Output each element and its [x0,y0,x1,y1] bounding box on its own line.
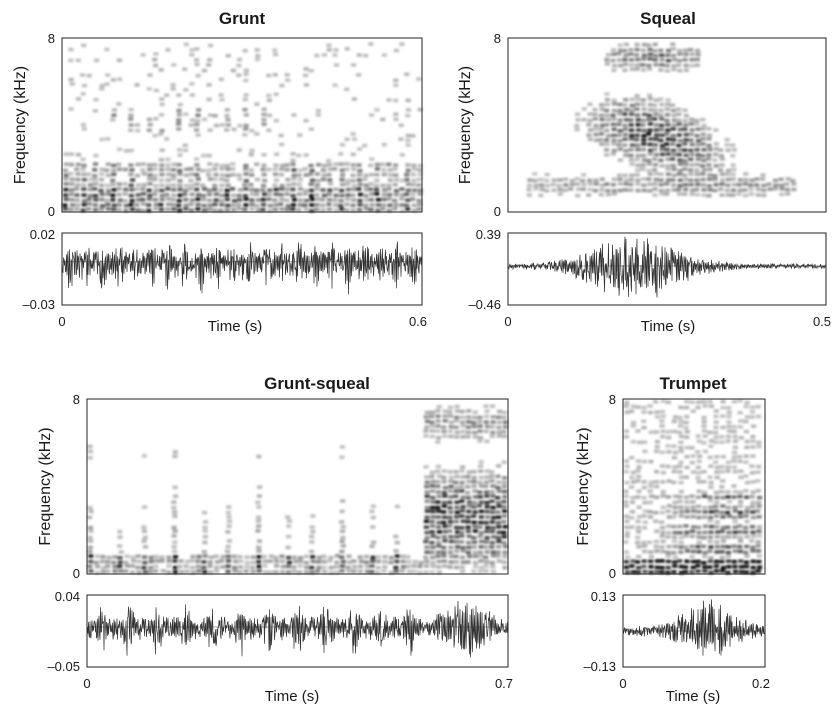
y-axis-label: Frequency (kHz) [457,66,474,184]
x-tick-start: 0 [619,676,626,691]
waveform-ytick-top: 0.02 [30,227,55,242]
spectrogram-ytick-bottom: 0 [494,204,501,219]
panel-title: Squeal [640,9,696,28]
y-axis-label: Frequency (kHz) [575,427,592,545]
spectrogram-ytick-top: 8 [73,392,80,407]
waveform-ytick-bottom: –0.03 [22,297,55,312]
x-tick-end: 0.7 [495,676,513,691]
spectrogram-ytick-top: 8 [494,31,501,46]
waveform-trace [622,599,765,656]
waveform-trace [86,600,508,658]
spectrogram-ytick-top: 8 [609,392,616,407]
waveform-ytick-bottom: –0.46 [468,297,501,312]
spectrogram-texture [87,404,509,575]
x-axis-label: Time (s) [208,318,262,335]
waveform-trace [61,241,422,295]
spectrogram-frame [61,37,423,213]
waveform-ytick-bottom: –0.13 [583,659,616,674]
panel-title: Trumpet [659,374,726,393]
waveform-ytick-top: 0.04 [55,589,80,604]
spectrogram-texture [623,399,763,575]
x-axis-label: Time (s) [641,318,695,335]
x-tick-end: 0.2 [752,676,770,691]
spectrogram-texture [526,42,797,198]
panel-title: Grunt-squeal [264,374,370,393]
x-tick-end: 0.5 [813,314,831,329]
x-tick-start: 0 [58,314,65,329]
spectrogram-ytick-bottom: 0 [73,566,80,581]
spectrogram-frame [622,398,766,575]
waveform-trace [507,236,826,298]
spectrogram-texture [62,42,423,213]
spectrogram-frame [507,37,827,213]
waveform-ytick-top: 0.13 [591,589,616,604]
spectrogram-ytick-bottom: 0 [609,566,616,581]
waveform-ytick-top: 0.39 [476,227,501,242]
spectrogram-frame [86,398,509,575]
panel-title: Grunt [219,9,266,28]
y-axis-label: Frequency (kHz) [12,66,29,184]
spectrogram-ytick-top: 8 [48,31,55,46]
x-tick-end: 0.6 [409,314,427,329]
x-axis-label: Time (s) [666,688,720,705]
y-axis-label: Frequency (kHz) [37,427,54,545]
x-tick-start: 0 [83,676,90,691]
waveform-ytick-bottom: –0.05 [47,659,80,674]
spectrogram-ytick-bottom: 0 [48,204,55,219]
x-axis-label: Time (s) [265,688,319,705]
x-tick-start: 0 [504,314,511,329]
